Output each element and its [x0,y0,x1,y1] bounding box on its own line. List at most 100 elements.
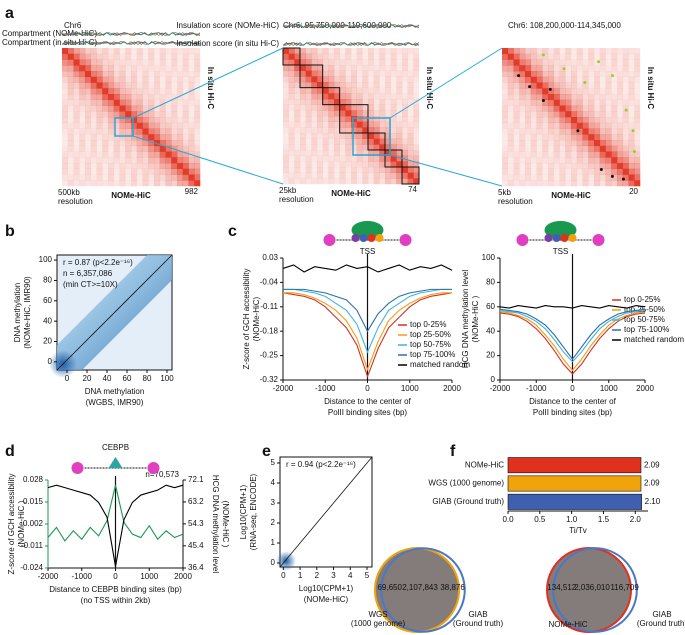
x-tick-label: 1.0 [566,515,578,524]
heatmap-cell [165,140,172,147]
heatmap-cell [323,167,329,173]
heatmap-cell [188,163,195,170]
heatmap-cell [502,94,509,101]
heatmap-cell [502,59,509,66]
heatmap-cell [154,128,161,135]
heatmap-cell [119,168,126,175]
heatmap-cell [617,117,624,124]
heatmap-cell [525,140,531,146]
heatmap-cell [408,54,414,60]
heatmap-cell [119,157,126,164]
heatmap-cell [634,180,641,187]
heatmap-cell [594,99,601,106]
heatmap-cell [79,71,86,78]
heatmap-cell [131,48,137,54]
heatmap-cell [188,76,195,83]
heatmap-cell [194,168,201,175]
heatmap-cell [402,110,408,117]
heatmap-cell [519,157,526,164]
heatmap-cell [548,163,555,170]
heatmap-cell [165,168,172,175]
heatmap-cell [305,65,312,71]
heatmap-cell [402,76,408,83]
heatmap-cell [119,163,126,170]
heatmap-cell [90,94,97,101]
heatmap-cell [171,117,178,124]
heatmap-cell [622,71,629,78]
heatmap-cell [339,99,346,105]
y-tick-label: 80 [486,278,495,287]
heatmap-cell [177,65,184,72]
heatmap-cell [373,127,380,134]
heatmap-cell [294,110,301,117]
heatmap-cell [294,155,301,162]
heatmap-cell [559,65,566,72]
heatmap-cell [136,88,143,95]
heatmap-cell [530,134,537,141]
heatmap-cell [599,48,606,55]
heatmap-cell [171,168,178,175]
heatmap-cell [305,172,312,179]
x-axis-label: (NOMe-HiC) [304,595,349,604]
heatmap-cell [131,157,138,164]
y-tick-label: 0.028 [23,475,44,484]
heatmap-cell [334,53,340,60]
heatmap-cell [373,65,380,71]
heatmap-cell [553,122,560,129]
heatmap-cell [182,168,189,175]
heatmap-cell [362,138,369,145]
heatmap-cell [339,167,346,173]
heatmap-cell [67,174,74,181]
x-tick-label: 3 [331,571,336,580]
heatmap-cell [356,150,363,156]
heatmap-cell [611,174,618,181]
heatmap-cell [571,157,578,164]
heatmap-cell [131,71,138,78]
heatmap-cell [148,53,155,60]
heatmap-cell [62,168,69,175]
heatmap-cell [159,174,166,181]
heatmap-cell [300,65,306,71]
heatmap-cell [182,48,189,55]
heatmap-cell [322,178,329,185]
heatmap-cell [136,145,143,152]
heatmap-cell [571,140,578,147]
heatmap-cell [171,53,178,60]
heatmap-cell [345,150,352,156]
heatmap-cell [502,140,508,146]
heatmap-cell [507,128,514,135]
heatmap-cell [288,65,295,71]
heatmap-cell [379,172,386,179]
heatmap-cell [283,87,289,94]
heatmap-cell [390,93,397,100]
heatmap-cell [148,94,155,101]
heatmap-cell [154,48,160,54]
heatmap-cell [407,155,414,162]
x-tick-label: 4 [348,571,353,580]
heatmap-cell [536,99,543,106]
cofactor [544,234,553,242]
x-tick-label: 1 [298,571,303,580]
heatmap-cell [571,174,578,181]
heatmap-cell [373,178,380,185]
y-axis-label: (NOMe-HiC ) [471,295,480,342]
heatmap-cell [513,76,520,83]
heatmap-cell [328,133,335,139]
heatmap-cell [177,163,184,170]
heatmap-cell [571,145,578,152]
heatmap-cell [553,88,560,95]
heatmap-cell [345,144,352,151]
heatmap-cell [559,82,566,89]
heatmap-cell [119,174,126,181]
heatmap-cell [165,71,172,78]
heatmap-cell [606,60,612,66]
heatmap-cell [588,128,595,135]
heatmap-cell [194,53,201,60]
heatmap-cell [530,99,537,106]
heatmap-cell [582,174,589,181]
heatmap-cell [67,82,74,89]
heatmap-cell [148,105,155,112]
heatmap-cell [328,87,335,94]
heatmap-cell [125,48,132,55]
heatmap-cell [154,65,161,72]
